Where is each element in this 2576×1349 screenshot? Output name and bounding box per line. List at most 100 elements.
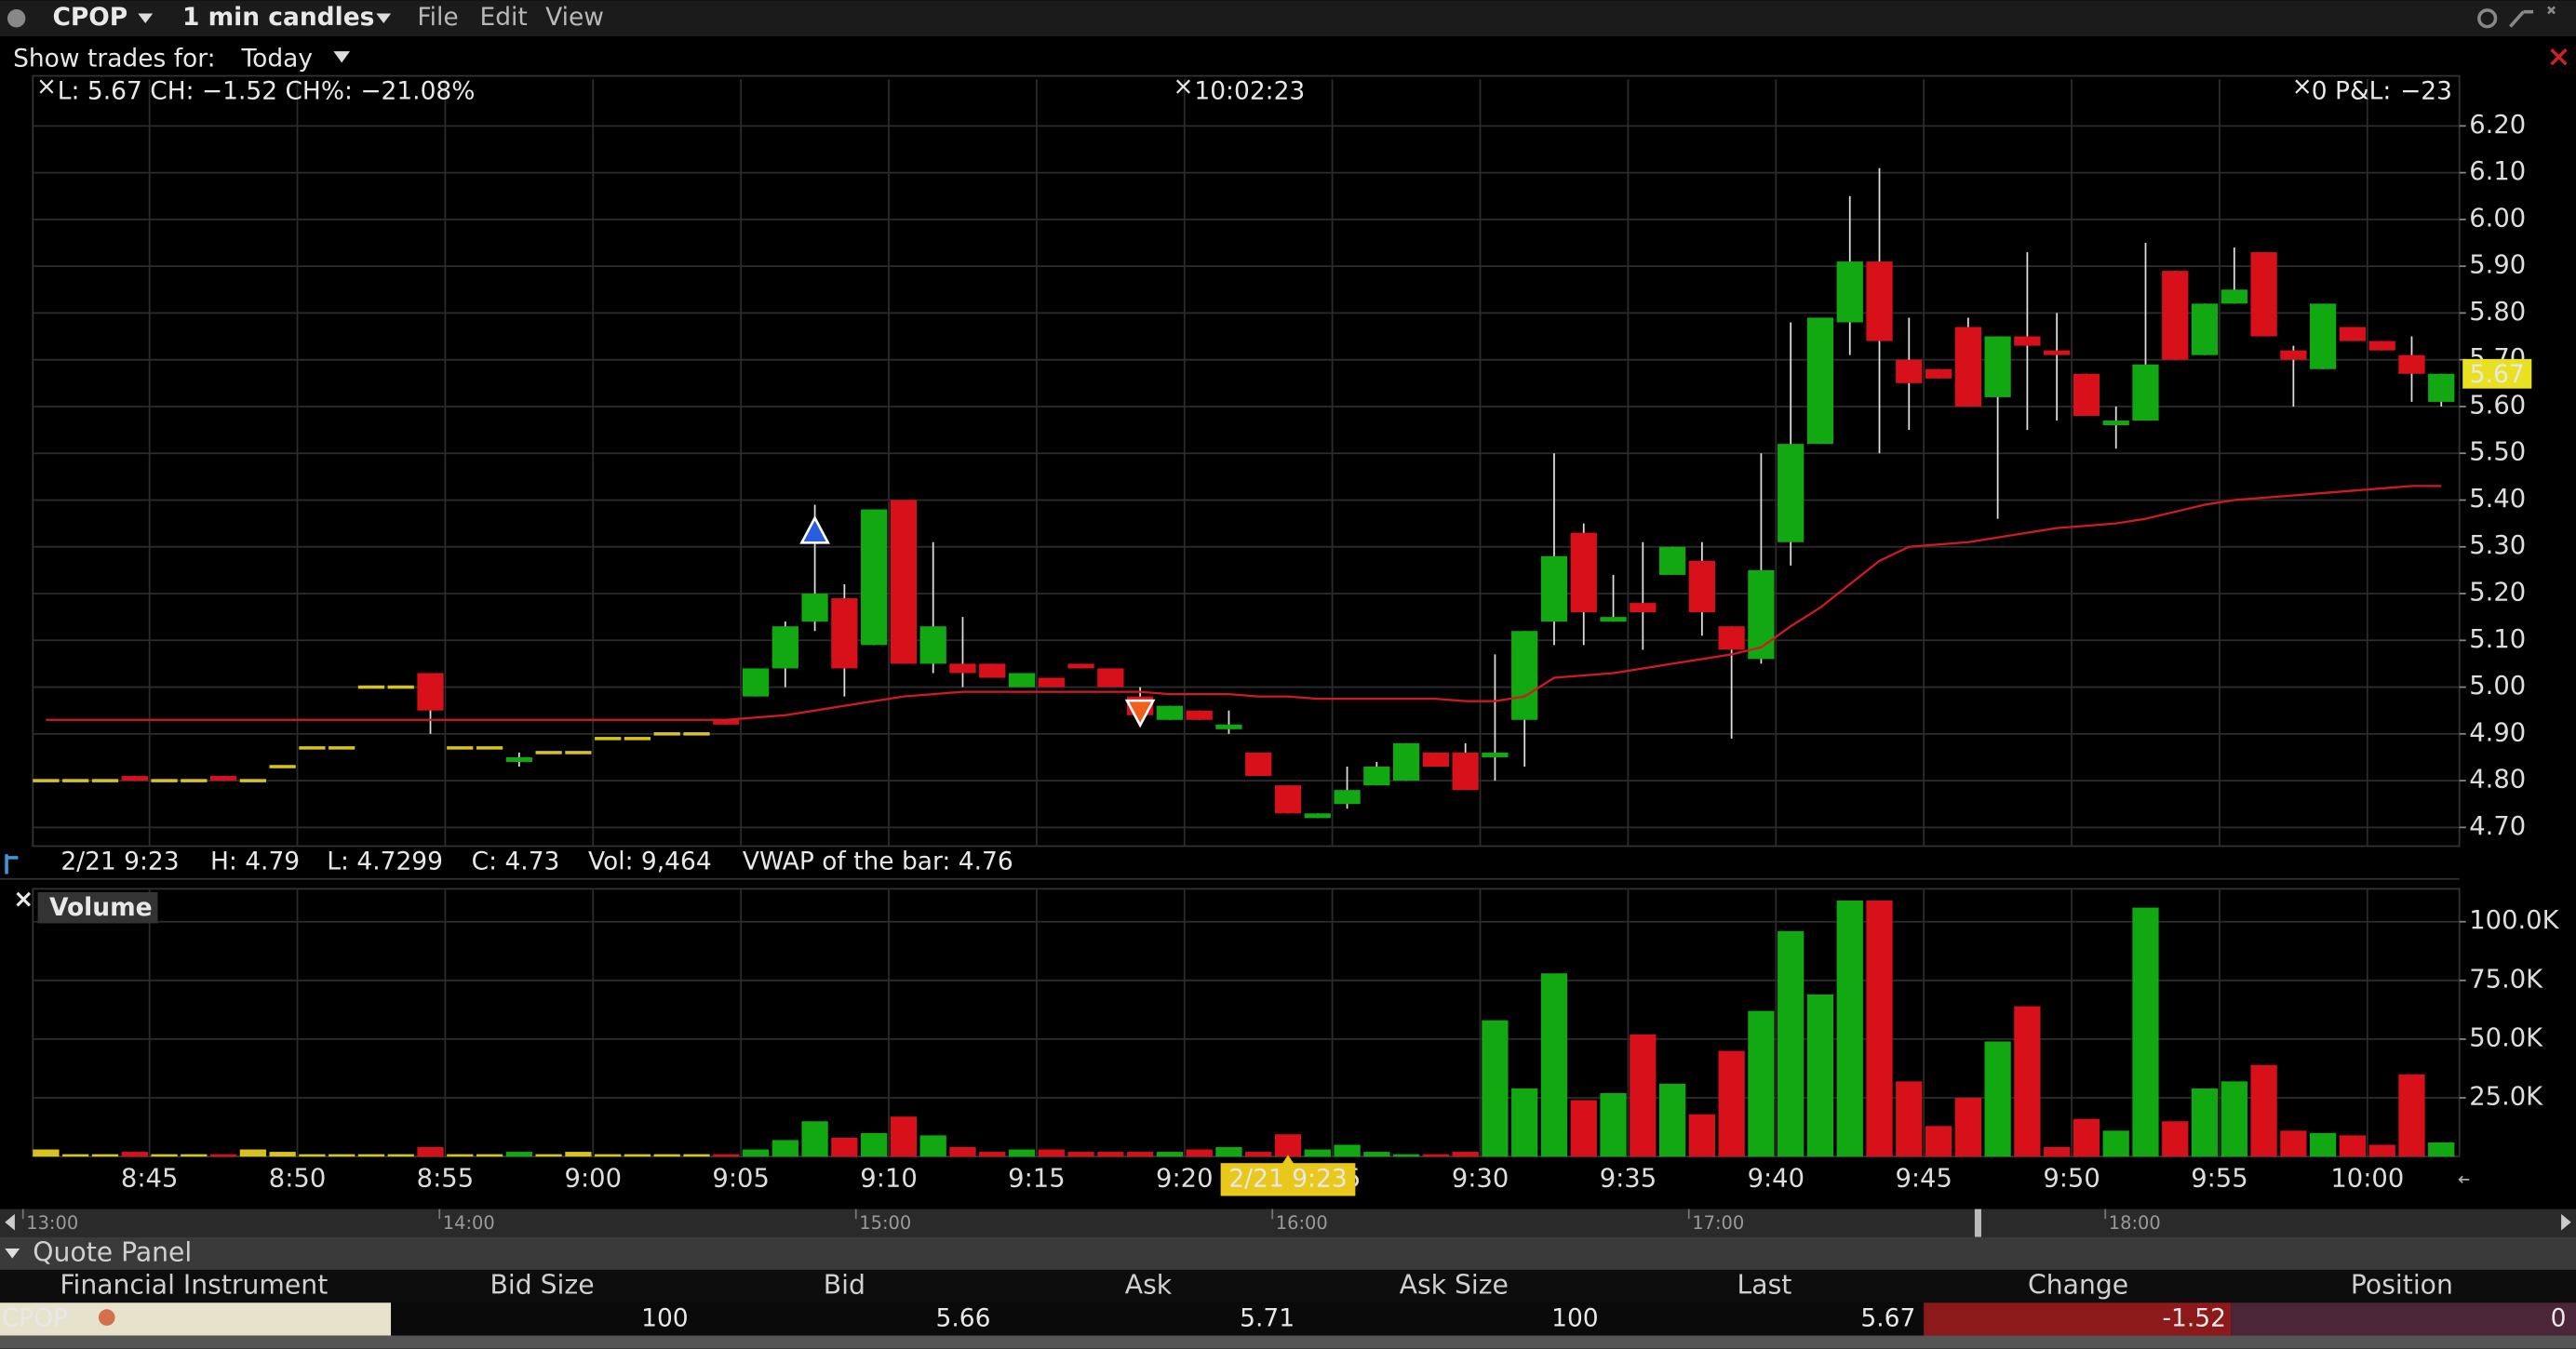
column-header[interactable]: Change bbox=[2028, 1270, 2128, 1301]
candle-body bbox=[209, 776, 237, 781]
candle-body bbox=[2398, 354, 2425, 374]
interval[interactable]: 1 min candles bbox=[182, 3, 374, 32]
volume-bar bbox=[1363, 1152, 1390, 1157]
candle-body bbox=[1422, 752, 1449, 768]
quote-collapse[interactable] bbox=[5, 1248, 20, 1259]
overview-thumb[interactable] bbox=[1974, 1209, 1981, 1237]
marks bbox=[33, 167, 2455, 1157]
filter-dropdown[interactable] bbox=[333, 51, 351, 63]
candle-body bbox=[595, 737, 622, 741]
volume-bar bbox=[713, 1154, 740, 1157]
filter-value[interactable]: Today bbox=[241, 44, 314, 73]
candle-body bbox=[1600, 617, 1627, 622]
y-tick-label: 5.50 bbox=[2469, 438, 2526, 467]
close-icon[interactable] bbox=[2550, 48, 2568, 66]
volume-bar bbox=[1274, 1134, 1302, 1157]
candle-body bbox=[329, 746, 356, 750]
candle-body bbox=[1778, 444, 1805, 542]
trade-marker bbox=[799, 514, 830, 544]
candle-body bbox=[831, 598, 858, 669]
column-header[interactable]: Position bbox=[2351, 1270, 2453, 1301]
candle-body bbox=[1540, 555, 1568, 622]
volume-bar bbox=[1658, 1083, 1686, 1157]
position-cell bbox=[2231, 1302, 2576, 1336]
column-header[interactable]: Ask Size bbox=[1400, 1270, 1509, 1301]
candle-body bbox=[653, 732, 680, 736]
instrument-cell[interactable] bbox=[0, 1302, 392, 1336]
symbol[interactable]: CPOP bbox=[52, 3, 127, 32]
change-cell bbox=[1924, 1302, 2232, 1336]
volume-bar bbox=[181, 1154, 208, 1157]
settings-icon[interactable] bbox=[2477, 8, 2498, 29]
cell-ask-size: 100 bbox=[1551, 1303, 1599, 1332]
column-header[interactable]: Financial Instrument bbox=[60, 1270, 328, 1301]
volume-bar bbox=[91, 1154, 119, 1157]
volume-bar bbox=[1186, 1149, 1213, 1157]
y-tick-label: 5.80 bbox=[2469, 298, 2526, 327]
y-tick-label: 6.10 bbox=[2469, 157, 2526, 186]
y-tick-label: 5.90 bbox=[2469, 251, 2526, 280]
x-tick-label: 9:05 bbox=[712, 1164, 769, 1193]
grid bbox=[33, 79, 2460, 1157]
interval-dropdown[interactable] bbox=[376, 13, 392, 24]
volume-bar bbox=[1600, 1092, 1627, 1157]
x-tick-label: 9:30 bbox=[1452, 1164, 1509, 1193]
volume-bar bbox=[2102, 1130, 2129, 1157]
candle-body bbox=[2250, 252, 2277, 337]
volume-bar bbox=[2162, 1121, 2189, 1157]
candle-body bbox=[2132, 364, 2159, 421]
scroll-arrow[interactable] bbox=[2458, 1175, 2470, 1183]
x-tick-label: 8:55 bbox=[417, 1164, 474, 1193]
volume-bar bbox=[2310, 1132, 2337, 1157]
y-tick-label: 6.00 bbox=[2469, 204, 2526, 233]
column-header[interactable]: Bid Size bbox=[490, 1270, 595, 1301]
bar-info: 2/21 9:23 bbox=[60, 848, 179, 876]
close-marker: × bbox=[2292, 72, 2313, 100]
menu-view[interactable]: View bbox=[545, 3, 604, 32]
volume-bar bbox=[1334, 1144, 1361, 1157]
volume-bar bbox=[1806, 994, 1834, 1157]
summary: L: 5.67 CH: −1.52 CH%: −21.08% bbox=[58, 77, 476, 106]
candle-body bbox=[1038, 677, 1065, 688]
column-header[interactable]: Ask bbox=[1125, 1270, 1173, 1301]
candle-body bbox=[2191, 303, 2219, 355]
menu-edit[interactable]: Edit bbox=[479, 3, 527, 32]
candle-body bbox=[417, 673, 444, 711]
filter-label: Show trades for: bbox=[13, 44, 215, 73]
candle-body bbox=[890, 500, 918, 664]
candle-body bbox=[239, 779, 266, 782]
candle-body bbox=[269, 765, 296, 768]
table-header bbox=[0, 1269, 2576, 1303]
y-tick-label: 5.60 bbox=[2469, 391, 2526, 420]
info-icon bbox=[5, 854, 19, 875]
bar-info: L: 4.7299 bbox=[327, 848, 443, 876]
candle-body bbox=[1452, 752, 1479, 791]
filter-bar bbox=[0, 36, 2576, 76]
cell-change: -1.52 bbox=[2162, 1303, 2226, 1332]
cell-instrument[interactable]: CPOP bbox=[2, 1303, 68, 1332]
volume-bar bbox=[1718, 1050, 1745, 1157]
y-tick-label: 25.0K bbox=[2469, 1083, 2543, 1112]
column-header[interactable]: Bid bbox=[824, 1270, 865, 1301]
price-panel bbox=[32, 74, 2461, 848]
volume-bar bbox=[1688, 1114, 1715, 1157]
volume-bar bbox=[1836, 900, 1863, 1157]
overview-left[interactable] bbox=[5, 1213, 15, 1231]
candle-body bbox=[1097, 668, 1124, 688]
candle-body bbox=[1392, 742, 1420, 781]
remove-study[interactable]: × bbox=[13, 885, 34, 914]
pin-icon[interactable] bbox=[2547, 6, 2556, 15]
volume-bar bbox=[357, 1154, 385, 1157]
candle-body bbox=[2014, 336, 2041, 346]
column-header[interactable]: Last bbox=[1737, 1270, 1792, 1301]
close-marker: × bbox=[1173, 72, 1193, 100]
link-icon[interactable] bbox=[2509, 9, 2534, 28]
pnl-label: 0 P&L: bbox=[2312, 77, 2392, 106]
volume-bar bbox=[1038, 1149, 1065, 1157]
volume-bar bbox=[1215, 1147, 1242, 1157]
overview-right[interactable] bbox=[2561, 1213, 2571, 1231]
overview-label: 14:00 bbox=[443, 1212, 495, 1234]
symbol-dropdown[interactable] bbox=[138, 13, 154, 24]
volume-bar bbox=[1984, 1041, 2011, 1157]
menu-file[interactable]: File bbox=[417, 3, 458, 32]
